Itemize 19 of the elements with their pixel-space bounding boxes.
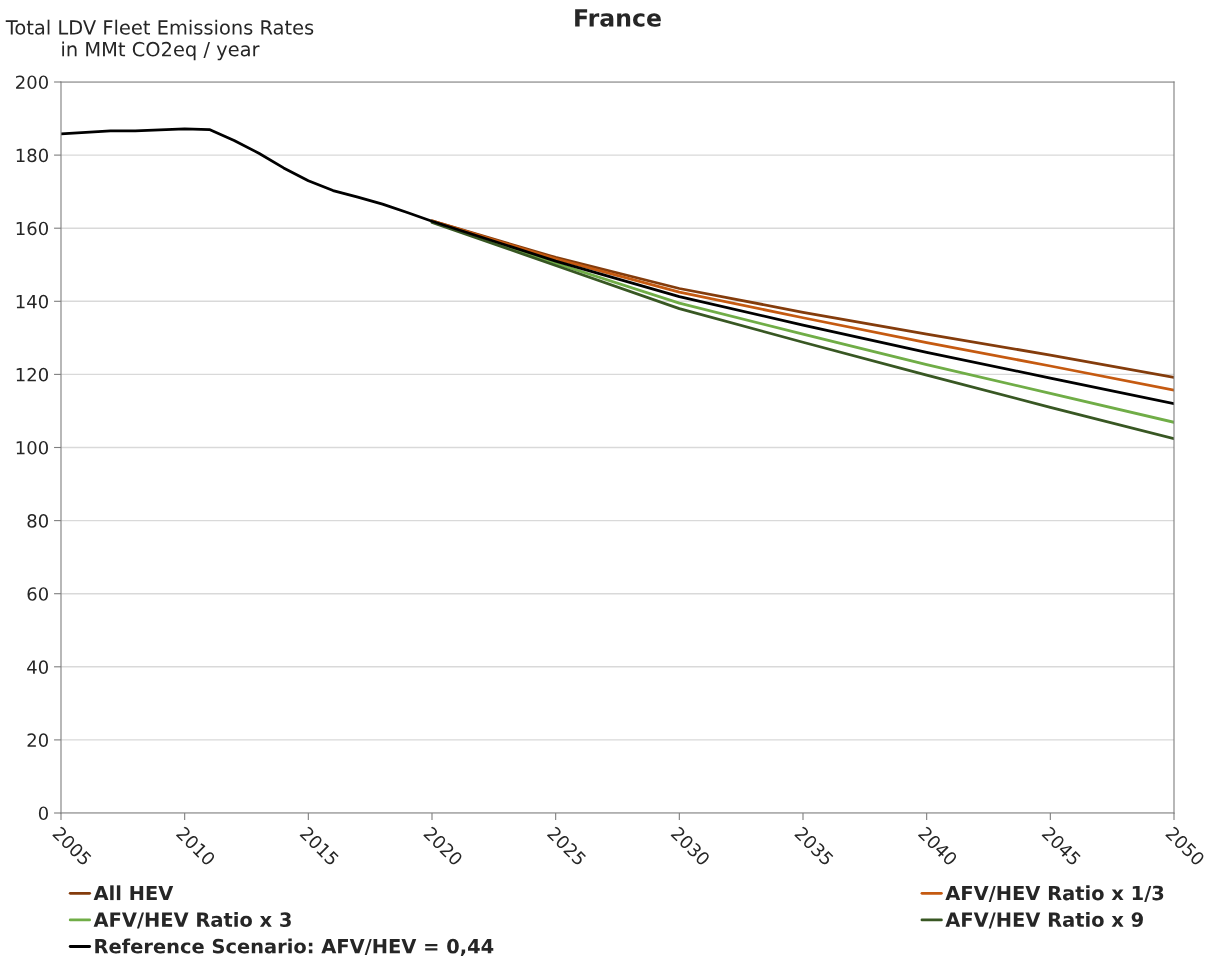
y-tick-label: 100 [16,440,48,455]
legend-label: All HEV [93,885,174,901]
legend-label: AFV/HEV Ratio x 1/3 [945,885,1164,902]
y-tick-label: 0 [38,806,48,821]
legend-label: AFV/HEV Ratio x 3 [93,911,291,929]
line-series [61,127,1174,406]
y-tick-label: 80 [27,514,48,528]
legend-label: AFV/HEV Ratio x 9 [945,911,1143,929]
y-tick-label: 140 [16,294,48,309]
y-tick-label: 160 [16,221,48,236]
y-tick-label: 20 [27,733,48,748]
y-tick-label: 200 [16,75,48,90]
y-axis-title: Total LDV Fleet Emissions Rates in MMt CO2eq / year [5,19,314,61]
y-tick-label: 180 [16,148,48,163]
y-tick-label: 120 [16,367,48,382]
y-tick-label: 40 [27,660,48,674]
legend-label: Reference Scenario: AFV/HEV = 0,44 [95,938,494,957]
chart-title: France [575,9,661,27]
y-tick-label: 60 [27,587,48,601]
